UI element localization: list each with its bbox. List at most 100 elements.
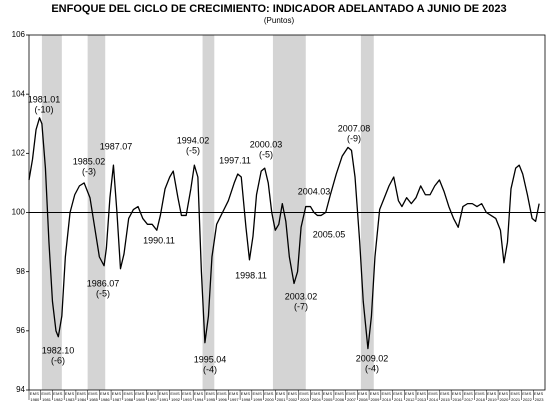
month-label: S: [412, 391, 415, 396]
month-label: M: [150, 391, 153, 396]
month-label: E: [229, 391, 232, 396]
x-tick-label: 2002: [288, 397, 298, 402]
y-tick-label: 106: [12, 30, 26, 39]
month-label: S: [283, 391, 286, 396]
month-label: S: [329, 391, 332, 396]
y-tick-label: 102: [12, 148, 26, 157]
month-label: E: [276, 391, 279, 396]
x-tick-label: 2023: [535, 397, 545, 402]
month-label: M: [361, 391, 364, 396]
month-label: S: [95, 391, 98, 396]
x-tick-label: 1984: [77, 397, 87, 402]
annotation: (-5): [259, 149, 273, 159]
annotation: 2004.03: [298, 186, 331, 196]
annotation: 2003.02: [285, 291, 318, 301]
month-label: M: [326, 391, 329, 396]
month-label: E: [487, 391, 490, 396]
annotation: 1994.02: [177, 135, 210, 145]
month-label: E: [252, 391, 255, 396]
annotation: (-9): [347, 133, 361, 143]
annotation: 1997.11: [219, 155, 251, 165]
month-label: M: [279, 391, 282, 396]
month-label: S: [36, 391, 39, 396]
month-label: E: [77, 391, 80, 396]
month-label: S: [294, 391, 297, 396]
month-label: M: [467, 391, 470, 396]
month-label: S: [505, 391, 508, 396]
month-label: E: [417, 391, 420, 396]
month-label: S: [494, 391, 497, 396]
x-tick-label: 1989: [136, 397, 146, 402]
month-label: S: [130, 391, 133, 396]
month-label: S: [107, 391, 110, 396]
month-label: E: [30, 391, 33, 396]
y-tick-label: 104: [12, 89, 26, 98]
x-tick-label: 2000: [265, 397, 275, 402]
annotation: 1985.02: [73, 156, 106, 166]
y-tick-label: 94: [16, 385, 25, 394]
month-label: S: [118, 391, 121, 396]
x-tick-label: 1991: [159, 397, 169, 402]
month-label: S: [341, 391, 344, 396]
annotation: 2005.05: [313, 229, 346, 239]
x-tick-label: 1988: [124, 397, 134, 402]
month-label: E: [335, 391, 338, 396]
x-tick-label: 1994: [195, 397, 205, 402]
month-label: E: [112, 391, 115, 396]
month-label: E: [65, 391, 68, 396]
month-label: S: [365, 391, 368, 396]
month-label: E: [206, 391, 209, 396]
month-label: M: [455, 391, 458, 396]
month-label: M: [220, 391, 223, 396]
month-label: M: [478, 391, 481, 396]
month-label: M: [209, 391, 212, 396]
x-tick-label: 2022: [523, 397, 533, 402]
x-tick-label: 2001: [277, 397, 287, 402]
month-label: S: [212, 391, 215, 396]
month-label: E: [499, 391, 502, 396]
month-label: M: [420, 391, 423, 396]
x-tick-label: 2021: [511, 397, 521, 402]
annotation: 1986.07: [87, 278, 120, 288]
month-label: E: [534, 391, 537, 396]
month-label: E: [182, 391, 185, 396]
x-tick-label: 1993: [183, 397, 193, 402]
month-label: S: [247, 391, 250, 396]
month-label: E: [194, 391, 197, 396]
month-label: E: [522, 391, 525, 396]
annotation: (-5): [96, 288, 110, 298]
x-tick-label: 1997: [230, 397, 240, 402]
month-label: S: [423, 391, 426, 396]
month-label: E: [370, 391, 373, 396]
month-label: M: [232, 391, 235, 396]
x-tick-label: 2018: [476, 397, 486, 402]
month-label: E: [510, 391, 513, 396]
x-tick-label: 2004: [312, 397, 322, 402]
month-label: S: [259, 391, 262, 396]
month-label: M: [314, 391, 317, 396]
month-label: S: [435, 391, 438, 396]
month-label: M: [443, 391, 446, 396]
month-label: M: [373, 391, 376, 396]
month-label: M: [33, 391, 36, 396]
annotation: (-4): [203, 364, 217, 374]
month-label: M: [185, 391, 188, 396]
month-label: E: [41, 391, 44, 396]
x-tick-label: 2017: [464, 397, 474, 402]
x-tick-label: 1992: [171, 397, 181, 402]
annotation: 1998.11: [235, 270, 267, 280]
month-label: M: [91, 391, 94, 396]
annotation: (-6): [51, 355, 65, 365]
x-tick-label: 1980: [30, 397, 40, 402]
x-tick-label: 2015: [441, 397, 451, 402]
month-label: S: [224, 391, 227, 396]
month-label: M: [115, 391, 118, 396]
annotation: (-10): [34, 104, 53, 114]
month-label: M: [138, 391, 141, 396]
month-label: S: [83, 391, 86, 396]
annotation: (-4): [365, 363, 379, 373]
month-label: S: [165, 391, 168, 396]
month-label: E: [428, 391, 431, 396]
x-tick-label: 1981: [42, 397, 52, 402]
